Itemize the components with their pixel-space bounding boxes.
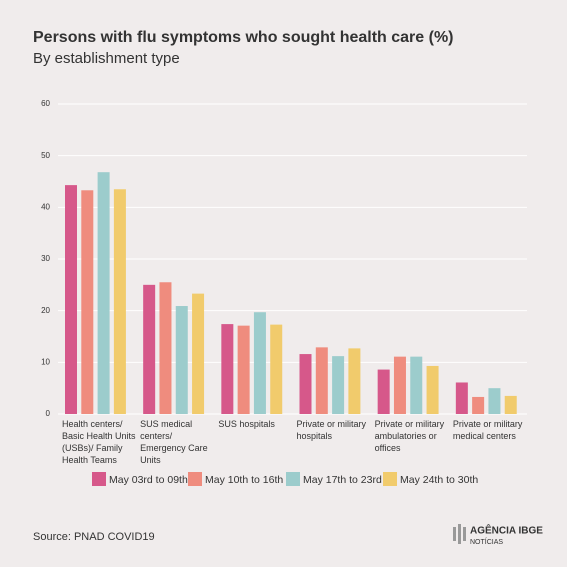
y-tick-label: 20 (41, 306, 50, 315)
bar (332, 356, 345, 414)
y-tick-label: 10 (41, 357, 50, 366)
legend-label: May 03rd to 09th (109, 474, 188, 486)
legend-label: May 17th to 23rd (303, 474, 382, 486)
x-tick-label: SUS hospitals (218, 419, 275, 429)
bar (237, 325, 250, 414)
bar (426, 365, 439, 414)
y-tick-label: 0 (46, 409, 51, 418)
bar (175, 306, 188, 414)
legend-label: May 10th to 16th (205, 474, 283, 486)
legend-swatch (383, 472, 397, 486)
bar (393, 356, 406, 414)
bar (299, 354, 312, 414)
bar (455, 382, 468, 414)
legend-swatch (188, 472, 202, 486)
logo-icon (453, 524, 466, 544)
bar (221, 324, 234, 414)
bar (377, 369, 390, 414)
legend-label: May 24th to 30th (400, 474, 478, 486)
x-tick-label: Private or military ambulatories or offi… (374, 419, 445, 453)
bar (504, 395, 517, 414)
bar (97, 172, 110, 414)
bar (348, 348, 361, 414)
legend-swatch (286, 472, 300, 486)
bar (472, 396, 485, 414)
bar (159, 282, 172, 414)
bar (113, 189, 126, 414)
logo-sub: NOTÍCIAS (470, 537, 503, 546)
bar (410, 356, 423, 414)
bar (81, 190, 94, 414)
bar (270, 324, 283, 414)
x-tick-label: Private or military hospitals (296, 419, 367, 441)
bar (315, 347, 328, 414)
bar (192, 293, 205, 414)
bar (253, 312, 266, 414)
legend-swatch (92, 472, 106, 486)
source: Source: PNAD COVID19 (33, 531, 155, 543)
bar (488, 388, 501, 414)
x-tick-label: SUS medical centers/ Emergency Care Unit… (140, 419, 208, 465)
logo: AGÊNCIA IBGE (470, 524, 543, 537)
y-tick-label: 40 (41, 202, 50, 211)
x-tick-label: Private or military medical centers (452, 419, 523, 441)
y-tick-label: 60 (41, 99, 50, 108)
chart-title: Persons with flu symptoms who sought hea… (33, 29, 454, 46)
chart-subtitle: By establishment type (33, 50, 180, 67)
y-tick-label: 50 (41, 151, 50, 160)
bar (65, 185, 77, 414)
bar (143, 284, 156, 414)
y-tick-label: 30 (41, 254, 50, 263)
x-tick-label: Health centers/ Basic Health Units (USBs… (62, 419, 136, 465)
